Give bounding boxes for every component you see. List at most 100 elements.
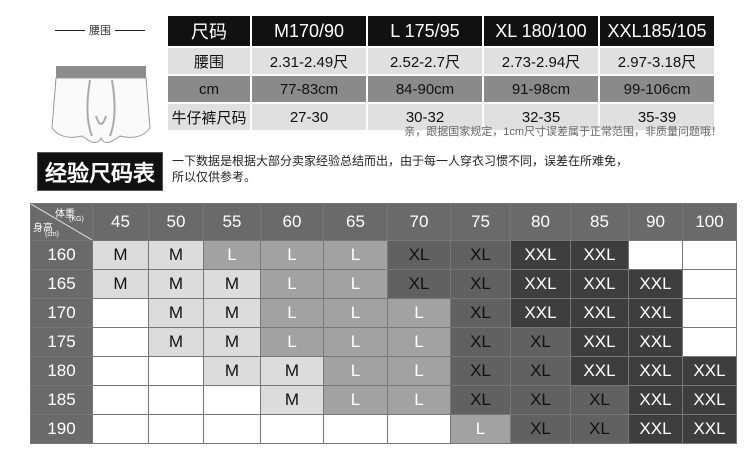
cell: 30-32 [368,104,482,130]
grid-row: 165 M M M L L XL XL XXL XXL XXL [30,269,737,299]
header-cell: XXL185/105 [600,16,714,46]
header-cell: 尺码 [168,16,250,46]
height-label: 160 [30,240,93,270]
size-cell [682,269,737,299]
weight-header: 65 [323,203,388,241]
corner-diagonal [31,204,92,240]
size-cell: M [203,298,261,328]
size-cell: M [92,269,149,299]
row-label: 腰围 [168,48,250,74]
size-cell: XXL [682,356,737,386]
size-cell: XXL [510,298,571,328]
grid-row: 175 M M L L L XL XL XXL XXL [30,327,737,357]
size-cell [203,414,261,444]
size-cell: XL [510,356,571,386]
weight-header: 100 [682,203,737,241]
size-cell: M [148,298,204,328]
cell: 2.73-2.94尺 [484,48,598,74]
row-label: 牛仔裤尺码 [168,104,250,130]
weight-header: 85 [570,203,629,241]
size-cell: L [323,298,388,328]
size-table: 尺码 M170/90 L 175/95 XL 180/100 XXL185/10… [166,14,716,132]
desc-line: 所以仅供参考。 [172,170,257,184]
size-cell: XL [510,414,571,444]
experience-description: 一下数据是根据大部分卖家经验总结而出，由于每一人穿衣习惯不同，误差在所难免， 所… [172,153,692,185]
weight-header: 60 [260,203,324,241]
size-cell: M [260,385,324,415]
size-cell [92,327,149,357]
size-cell: XXL [682,414,737,444]
size-cell: XL [387,240,451,270]
size-cell [203,385,261,415]
cell: 35-39 [600,104,714,130]
grid-row: 190 L XL XL XXL XXL [30,414,737,444]
size-cell [92,414,149,444]
size-cell [92,356,149,386]
height-label: 190 [30,414,93,444]
size-cell: XL [570,385,629,415]
row-label: cm [168,76,250,102]
size-cell [148,414,204,444]
experience-title: 经验尺码表 [37,152,163,191]
size-cell [682,240,737,270]
size-cell [148,385,204,415]
size-cell: L [450,414,511,444]
weight-header: 70 [387,203,451,241]
weight-header: 50 [148,203,204,241]
size-cell: M [148,240,204,270]
weight-header: 80 [510,203,571,241]
arrow-right-icon [115,29,145,31]
size-cell: L [260,240,324,270]
size-cell: XL [450,327,511,357]
corner-height-unit: (cm) [45,231,59,238]
size-cell: L [323,385,388,415]
grid-row: 170 M M L L L XL XXL XXL XXL [30,298,737,328]
cell: 91-98cm [484,76,598,102]
size-cell [148,356,204,386]
size-cell: XXL [628,414,683,444]
header-cell: M170/90 [252,16,366,46]
size-cell: XL [387,269,451,299]
size-cell: L [323,269,388,299]
size-cell: XL [450,240,511,270]
size-cell [628,240,683,270]
corner-weight-unit: (KG) [69,216,84,223]
corner-height: 身高 [33,223,53,234]
header-cell: L 175/95 [368,16,482,46]
experience-size-grid: 体重 (KG) 身高 (cm) 45 50 55 60 65 70 75 80 85 90 100 … [30,203,737,444]
size-table-header: 尺码 M170/90 L 175/95 XL 180/100 XXL185/10… [168,16,714,46]
size-cell: L [323,240,388,270]
height-label: 180 [30,356,93,386]
size-cell: XL [450,356,511,386]
height-label: 170 [30,298,93,328]
size-cell: XXL [628,385,683,415]
cell: 2.31-2.49尺 [252,48,366,74]
corner-weight: 体重 [55,209,75,220]
height-label: 175 [30,327,93,357]
size-cell: M [148,327,204,357]
size-cell: L [323,327,388,357]
size-cell: XXL [510,269,571,299]
size-cell: M [203,356,261,386]
size-cell [92,385,149,415]
weight-header: 45 [92,203,149,241]
size-cell: XXL [628,356,683,386]
size-cell: XL [570,414,629,444]
cell: 32-35 [484,104,598,130]
tolerance-note: 亲，跟据国家规定，1cm尺寸误差属于正常范围，非质量问题哦！ [404,126,722,138]
cell: 2.52-2.7尺 [368,48,482,74]
size-cell: XXL [682,385,737,415]
size-cell [387,414,451,444]
grid-row: 185 M L L XL XL XL XXL XXL [30,385,737,415]
grid-header-row: 体重 (KG) 身高 (cm) 45 50 55 60 65 70 75 80 85 90 100 [30,203,737,241]
grid-row: 160 M M L L L XL XL XXL XXL [30,240,737,270]
size-cell: XXL [570,327,629,357]
grid-corner: 体重 (KG) 身高 (cm) [30,203,93,241]
size-cell: XL [450,269,511,299]
table-row: 牛仔裤尺码 27-30 30-32 32-35 35-39 [168,104,714,130]
size-cell: XXL [570,269,629,299]
waist-arrow-label: 腰围 [55,22,145,38]
weight-header: 75 [450,203,511,241]
table-row: 腰围 2.31-2.49尺 2.52-2.7尺 2.73-2.94尺 2.97-… [168,48,714,74]
table-row: cm 77-83cm 84-90cm 91-98cm 99-106cm [168,76,714,102]
